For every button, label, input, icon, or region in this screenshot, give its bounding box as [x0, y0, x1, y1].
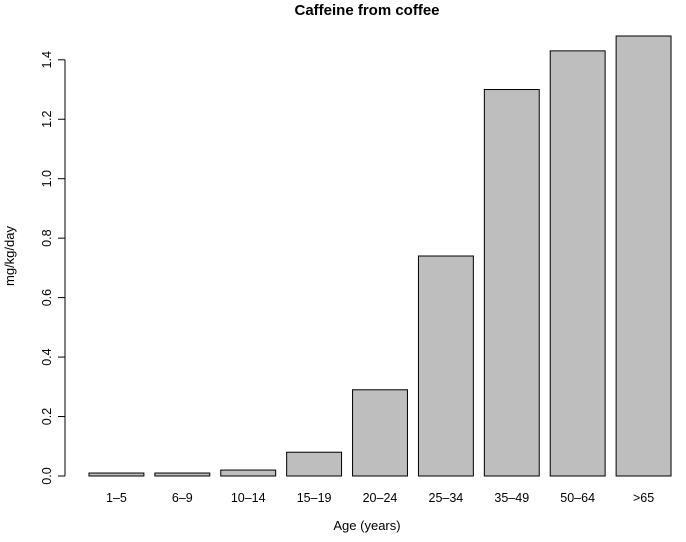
y-axis-label: mg/kg/day [2, 226, 17, 286]
y-tick-label: 1.4 [40, 51, 54, 68]
x-tick-label: 50–64 [560, 491, 595, 505]
y-axis: 0.0 0.2 0.4 0.6 0.8 1.0 1.2 1.4 [40, 51, 66, 485]
x-tick-labels: 1–5 6–9 10–14 15–19 20–24 25–34 35–49 50–64 >65 [106, 491, 654, 505]
chart-title: Caffeine from coffee [294, 2, 439, 19]
x-tick-label: 6–9 [172, 491, 193, 505]
bar [286, 451, 343, 477]
bar [154, 472, 211, 477]
bar [483, 89, 540, 477]
y-tick-label: 0.0 [40, 467, 54, 484]
y-tick-label: 0.6 [40, 289, 54, 306]
bar [615, 35, 672, 477]
x-tick-label: 15–19 [297, 491, 332, 505]
bars [88, 35, 672, 477]
bar [549, 50, 606, 477]
y-tick-label: 0.4 [40, 348, 54, 365]
x-tick-label: 25–34 [429, 491, 464, 505]
x-tick-label: 10–14 [231, 491, 266, 505]
x-tick-label: 35–49 [494, 491, 529, 505]
bar [220, 469, 277, 477]
y-tick-label: 0.2 [40, 408, 54, 425]
y-tick-label: 0.8 [40, 229, 54, 246]
x-tick-label: >65 [633, 491, 654, 505]
x-tick-label: 1–5 [106, 491, 127, 505]
bar [417, 255, 474, 477]
y-tick-label: 1.0 [40, 170, 54, 187]
y-tick-label: 1.2 [40, 111, 54, 128]
bar [88, 472, 145, 477]
x-axis-label: Age (years) [333, 518, 400, 533]
x-tick-label: 20–24 [363, 491, 398, 505]
bar [352, 389, 408, 477]
